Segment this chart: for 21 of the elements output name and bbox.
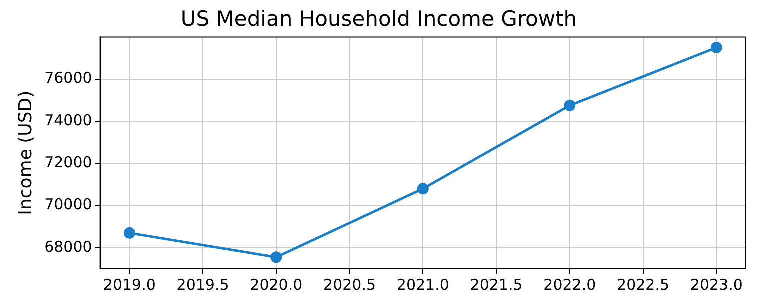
- y-tick-label: 70000: [44, 196, 92, 214]
- point: [710, 42, 722, 54]
- x-tick-label: 2021.5: [470, 276, 523, 294]
- x-tick-label: 2021.0: [396, 276, 450, 294]
- x-tick-label: 2022.5: [617, 276, 670, 294]
- y-tick-label: 76000: [44, 69, 92, 88]
- chart-title: US Median Household Income Growth: [180, 7, 578, 32]
- point: [124, 227, 136, 239]
- x-tick-label: 2020.5: [324, 276, 376, 294]
- y-axis-title: Income (USD): [15, 90, 36, 216]
- point: [564, 100, 576, 112]
- point: [417, 183, 429, 195]
- x-tick-label: 2023.0: [690, 276, 743, 294]
- y-tick-label: 72000: [44, 154, 92, 172]
- x-tick-label: 2022.0: [544, 276, 596, 294]
- x-tick-label: 2019.5: [176, 276, 230, 294]
- y-tick-label: 68000: [44, 238, 92, 256]
- point: [270, 252, 282, 264]
- y-tick-label: 74000: [44, 111, 92, 130]
- x-tick-label: 2019.0: [103, 276, 156, 294]
- x-tick-label: 2020.0: [250, 276, 303, 294]
